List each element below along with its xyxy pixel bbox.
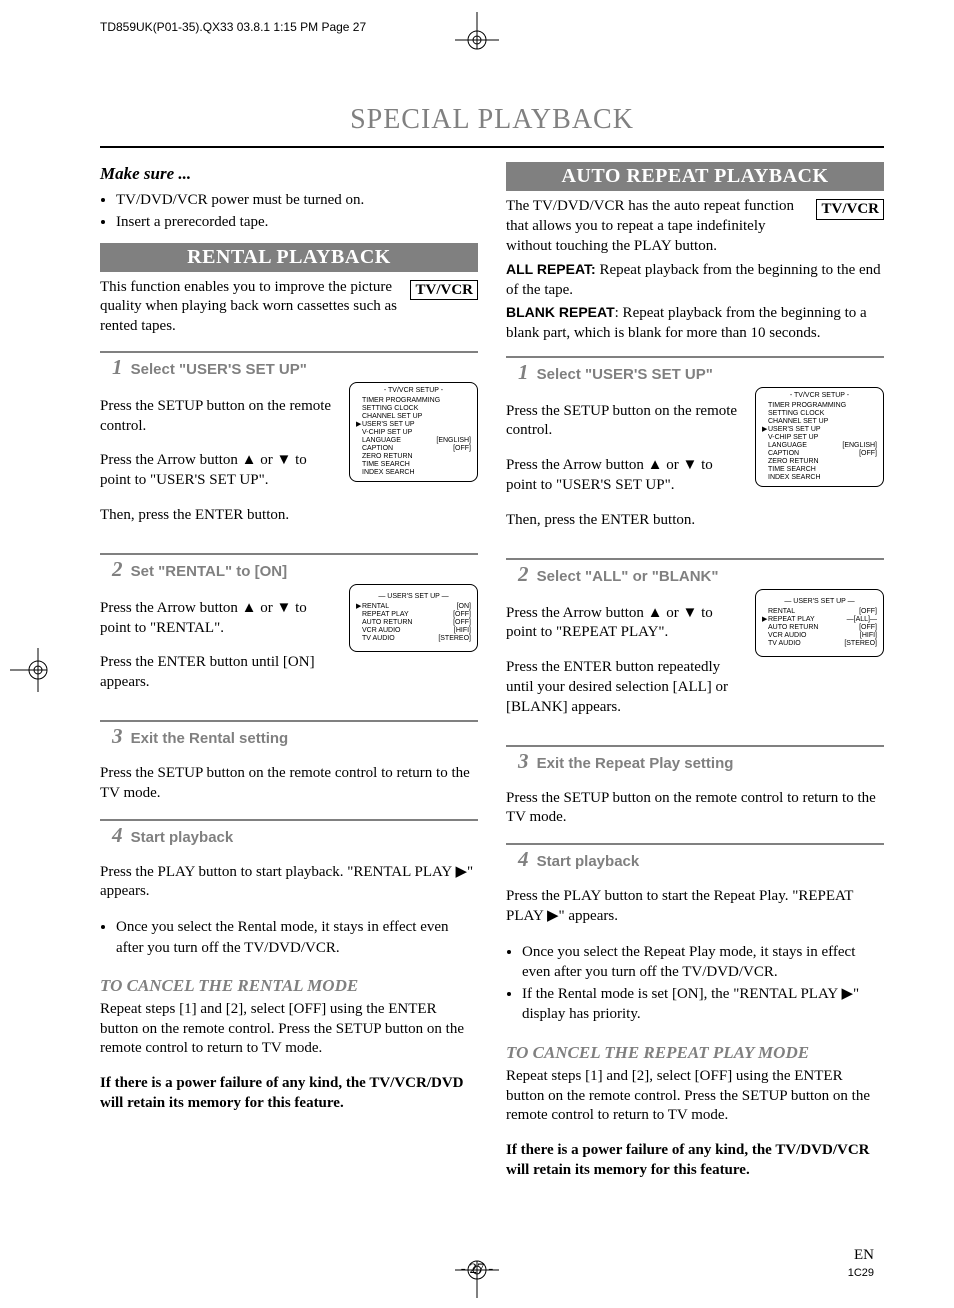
menu-row: SETTING CLOCK	[762, 410, 877, 418]
step-body: Then, press the ENTER button.	[100, 506, 335, 526]
menu-row: ▶USER'S SET UP	[762, 426, 877, 434]
def-all-repeat: ALL REPEAT: Repeat playback from the beg…	[506, 260, 884, 301]
menu-row: ZERO RETURN	[356, 453, 471, 461]
step-rule	[100, 553, 478, 555]
step-rule	[100, 819, 478, 821]
rental-step3-head: 3 Exit the Rental setting	[112, 724, 478, 749]
tv-vcr-setup-menu: - TV/VCR SETUP - TIMER PROGRAMMINGSETTIN…	[349, 382, 478, 483]
menu-row: TV AUDIO[STEREO]	[356, 635, 471, 643]
step-rule	[100, 351, 478, 353]
title-rule	[100, 146, 884, 148]
menu-row: TIME SEARCH	[356, 461, 471, 469]
menu-row: SETTING CLOCK	[356, 405, 471, 413]
tvvcr-tag: TV/VCR	[410, 280, 478, 301]
menu-row: CAPTION[OFF]	[762, 450, 877, 458]
page-title: SPECIAL PLAYBACK	[100, 104, 884, 136]
menu-row: LANGUAGE[ENGLISH]	[762, 442, 877, 450]
auto-step3-head: 3 Exit the Repeat Play setting	[518, 749, 884, 774]
auto-step1-head: 1 Select "USER'S SET UP"	[518, 360, 884, 385]
auto-cancel-body: Repeat steps [1] and [2], select [OFF] u…	[506, 1067, 884, 1126]
step-body: Press the PLAY button to start the Repea…	[506, 887, 884, 927]
step-body: Press the SETUP button on the remote con…	[100, 397, 335, 437]
step-body: Then, press the ENTER button.	[506, 511, 741, 531]
list-item: Once you select the Rental mode, it stay…	[116, 917, 478, 958]
step-rule	[506, 558, 884, 560]
auto-cancel-title: TO CANCEL THE REPEAT PLAY MODE	[506, 1043, 884, 1063]
users-setup-menu-repeat: — USER'S SET UP — RENTAL[OFF]▶REPEAT PLA…	[755, 589, 884, 657]
menu-row: ZERO RETURN	[762, 458, 877, 466]
step-body: Press the SETUP button on the remote con…	[506, 402, 741, 442]
def-blank-repeat: BLANK REPEAT: Repeat playback from the b…	[506, 303, 884, 344]
auto-step4-bullets: Once you select the Repeat Play mode, it…	[506, 942, 884, 1025]
menu-row: V-CHIP SET UP	[762, 434, 877, 442]
menu-row: ▶REPEAT PLAY—[ALL]—	[762, 616, 877, 624]
menu-row: INDEX SEARCH	[356, 469, 471, 477]
list-item: Once you select the Repeat Play mode, it…	[522, 942, 884, 983]
menu-row: CHANNEL SET UP	[762, 418, 877, 426]
crop-mark-left-icon	[10, 640, 60, 700]
rental-cancel-note: If there is a power failure of any kind,…	[100, 1074, 478, 1114]
rental-step2-head: 2 Set "RENTAL" to [ON]	[112, 557, 478, 582]
tv-vcr-setup-menu: - TV/VCR SETUP - TIMER PROGRAMMINGSETTIN…	[755, 387, 884, 488]
menu-row: TIME SEARCH	[762, 466, 877, 474]
menu-row: VCR AUDIO[HIFI]	[356, 627, 471, 635]
step-body: Press the Arrow button ▲ or ▼ to point t…	[100, 451, 335, 491]
left-column: Make sure ... TV/DVD/VCR power must be t…	[100, 160, 478, 1196]
rental-step1-head: 1 Select "USER'S SET UP"	[112, 355, 478, 380]
page-tag: EN 1C29	[848, 1247, 874, 1280]
menu-row: ▶RENTAL[ON]	[356, 603, 471, 611]
menu-row: ▶USER'S SET UP	[356, 421, 471, 429]
menu-row: TIMER PROGRAMMING	[762, 402, 877, 410]
step-body: Press the ENTER button until [ON] appear…	[100, 653, 335, 693]
tvvcr-tag: TV/VCR	[816, 199, 884, 220]
auto-banner: AUTO REPEAT PLAYBACK	[506, 162, 884, 191]
right-column: AUTO REPEAT PLAYBACK TV/VCR The TV/DVD/V…	[506, 160, 884, 1196]
auto-step2-head: 2 Select "ALL" or "BLANK"	[518, 562, 884, 587]
menu-row: AUTO RETURN[OFF]	[762, 624, 877, 632]
menu-row: REPEAT PLAY[OFF]	[356, 611, 471, 619]
step-body: Press the ENTER button repeatedly until …	[506, 658, 741, 717]
menu-row: LANGUAGE[ENGLISH]	[356, 437, 471, 445]
auto-cancel-note: If there is a power failure of any kind,…	[506, 1141, 884, 1181]
menu-row: TV AUDIO[STEREO]	[762, 640, 877, 648]
make-sure-heading: Make sure ...	[100, 164, 478, 184]
list-item: If the Rental mode is set [ON], the "REN…	[522, 984, 884, 1025]
menu-row: CHANNEL SET UP	[356, 413, 471, 421]
page-number: - 27 -	[461, 1261, 494, 1278]
step-rule	[506, 843, 884, 845]
menu-row: TIMER PROGRAMMING	[356, 397, 471, 405]
step-rule	[506, 745, 884, 747]
users-setup-menu-rental: — USER'S SET UP — ▶RENTAL[ON]REPEAT PLAY…	[349, 584, 478, 652]
menu-row: VCR AUDIO[HIFI]	[762, 632, 877, 640]
rental-cancel-title: TO CANCEL THE RENTAL MODE	[100, 976, 478, 996]
step-body: Press the Arrow button ▲ or ▼ to point t…	[506, 604, 741, 644]
step-body: Press the Arrow button ▲ or ▼ to point t…	[506, 456, 741, 496]
make-sure-list: TV/DVD/VCR power must be turned on. Inse…	[100, 190, 478, 233]
rental-banner: RENTAL PLAYBACK	[100, 243, 478, 272]
rental-step4-head: 4 Start playback	[112, 823, 478, 848]
list-item: TV/DVD/VCR power must be turned on.	[116, 190, 478, 210]
crop-mark-top-icon	[447, 12, 507, 62]
menu-row: AUTO RETURN[OFF]	[356, 619, 471, 627]
menu-row: INDEX SEARCH	[762, 474, 877, 482]
step-body: Press the SETUP button on the remote con…	[506, 789, 884, 829]
step-body: Press the SETUP button on the remote con…	[100, 764, 478, 804]
list-item: Insert a prerecorded tape.	[116, 212, 478, 232]
menu-row: CAPTION[OFF]	[356, 445, 471, 453]
step-body: Press the PLAY button to start playback.…	[100, 863, 478, 903]
rental-step4-bullets: Once you select the Rental mode, it stay…	[100, 917, 478, 958]
menu-row: V-CHIP SET UP	[356, 429, 471, 437]
auto-step4-head: 4 Start playback	[518, 847, 884, 872]
step-rule	[506, 356, 884, 358]
rental-cancel-body: Repeat steps [1] and [2], select [OFF] u…	[100, 1000, 478, 1059]
menu-row: RENTAL[OFF]	[762, 608, 877, 616]
step-rule	[100, 720, 478, 722]
step-body: Press the Arrow button ▲ or ▼ to point t…	[100, 599, 335, 639]
